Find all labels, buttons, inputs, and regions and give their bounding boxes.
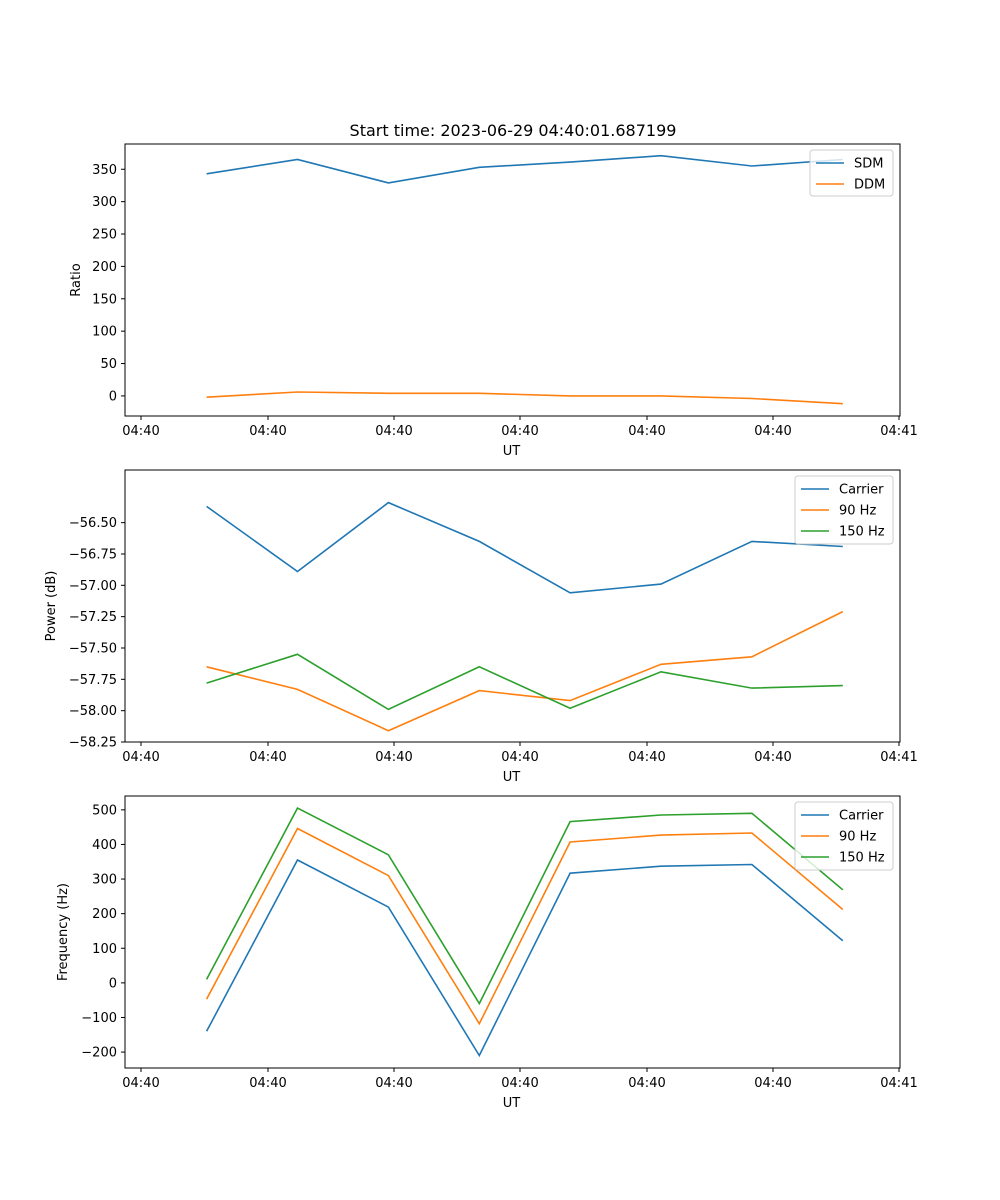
series-line-150-hz bbox=[205, 807, 844, 1006]
x-tick-label: 04:40 bbox=[754, 750, 791, 765]
x-tick-label: 04:40 bbox=[628, 750, 665, 765]
y-tick-label: 0 bbox=[109, 389, 117, 404]
y-tick-label: 500 bbox=[92, 803, 117, 818]
x-tick-label: 04:40 bbox=[628, 424, 665, 439]
y-tick-label: −56.75 bbox=[69, 547, 117, 562]
y-tick-label: −57.00 bbox=[69, 579, 117, 594]
legend-label: DDM bbox=[854, 178, 885, 193]
figure-title: Start time: 2023-06-29 04:40:01.687199 bbox=[350, 121, 677, 140]
y-tick-label: 150 bbox=[92, 292, 117, 307]
legend-box bbox=[794, 801, 894, 871]
x-tick-label: 04:40 bbox=[249, 424, 286, 439]
y-tick-label: −57.50 bbox=[69, 641, 117, 656]
y-tick-label: 50 bbox=[100, 357, 117, 372]
x-tick-label: 04:40 bbox=[754, 1076, 791, 1091]
subplot-1: 04:40 04:40 04:40 04:40 04:40 04:40 04:41 0 50 10… bbox=[69, 143, 918, 459]
x-axis-label: UT bbox=[503, 444, 521, 459]
x-tick-label: 04:40 bbox=[249, 750, 286, 765]
y-tick-label: −57.25 bbox=[69, 610, 117, 625]
x-tick-label: 04:40 bbox=[375, 1076, 412, 1091]
legend-box bbox=[794, 475, 894, 545]
x-tick-label: 04:40 bbox=[501, 750, 538, 765]
x-tick-label: 04:40 bbox=[754, 424, 791, 439]
y-axis-label: Frequency (Hz) bbox=[56, 883, 71, 981]
y-axis-label: Ratio bbox=[69, 263, 84, 296]
y-tick-label: 250 bbox=[92, 228, 117, 243]
series-line-90-hz bbox=[206, 610, 844, 732]
y-tick-label: 200 bbox=[92, 260, 117, 275]
x-tick-label: 04:40 bbox=[249, 1076, 286, 1091]
y-axis-label: Power (dB) bbox=[44, 571, 59, 642]
series-line-90-hz bbox=[205, 827, 844, 1026]
legend-label: Carrier bbox=[839, 809, 884, 824]
y-tick-label: 400 bbox=[92, 838, 117, 853]
y-tick-label: −57.75 bbox=[69, 673, 117, 688]
x-tick-label: 04:40 bbox=[122, 424, 159, 439]
x-tick-label: 04:40 bbox=[375, 424, 412, 439]
x-tick-label: 04:40 bbox=[122, 750, 159, 765]
subplot-3: 04:40 04:40 04:40 04:40 04:40 04:40 04:41 −200 −… bbox=[56, 795, 918, 1111]
legend-label: 90 Hz bbox=[839, 504, 876, 519]
y-tick-label: −200 bbox=[81, 1046, 117, 1061]
axes-frame bbox=[124, 143, 901, 417]
x-tick-label: 04:41 bbox=[880, 1076, 917, 1091]
y-tick-label: −56.50 bbox=[69, 516, 117, 531]
y-tick-label: 300 bbox=[92, 873, 117, 888]
y-tick-label: 350 bbox=[92, 163, 117, 178]
legend: Carrier 90 Hz 150 Hz bbox=[794, 801, 894, 871]
y-tick-label: −58.25 bbox=[69, 736, 117, 751]
series-line-sdm bbox=[206, 154, 843, 184]
legend: Carrier 90 Hz 150 Hz bbox=[794, 475, 894, 545]
x-tick-label: 04:41 bbox=[880, 750, 917, 765]
axes-frame bbox=[124, 469, 901, 743]
x-tick-label: 04:40 bbox=[501, 1076, 538, 1091]
y-tick-label: 200 bbox=[92, 907, 117, 922]
legend-label: 150 Hz bbox=[839, 851, 885, 866]
x-tick-label: 04:40 bbox=[375, 750, 412, 765]
y-tick-label: 0 bbox=[109, 976, 117, 991]
series-line-ddm bbox=[206, 391, 843, 405]
legend-label: 90 Hz bbox=[839, 830, 876, 845]
legend-label: SDM bbox=[854, 157, 883, 172]
x-axis-label: UT bbox=[503, 1096, 521, 1111]
series-line-carrier bbox=[205, 858, 844, 1058]
x-tick-label: 04:40 bbox=[122, 1076, 159, 1091]
y-tick-label: 100 bbox=[92, 325, 117, 340]
axes-frame bbox=[124, 795, 901, 1069]
series-line-150-hz bbox=[206, 653, 843, 711]
series-line-carrier bbox=[206, 501, 843, 594]
x-axis-label: UT bbox=[503, 770, 521, 785]
x-tick-label: 04:40 bbox=[501, 424, 538, 439]
y-tick-label: 100 bbox=[92, 942, 117, 957]
x-tick-label: 04:41 bbox=[880, 424, 917, 439]
subplot-2: 04:40 04:40 04:40 04:40 04:40 04:40 04:41 −58.2… bbox=[44, 469, 918, 785]
y-tick-label: 300 bbox=[92, 195, 117, 210]
legend: SDM DDM bbox=[809, 149, 894, 197]
legend-label: Carrier bbox=[839, 483, 884, 498]
x-tick-label: 04:40 bbox=[628, 1076, 665, 1091]
y-tick-label: −58.00 bbox=[69, 704, 117, 719]
legend-label: 150 Hz bbox=[839, 525, 885, 540]
y-tick-label: −100 bbox=[81, 1011, 117, 1026]
